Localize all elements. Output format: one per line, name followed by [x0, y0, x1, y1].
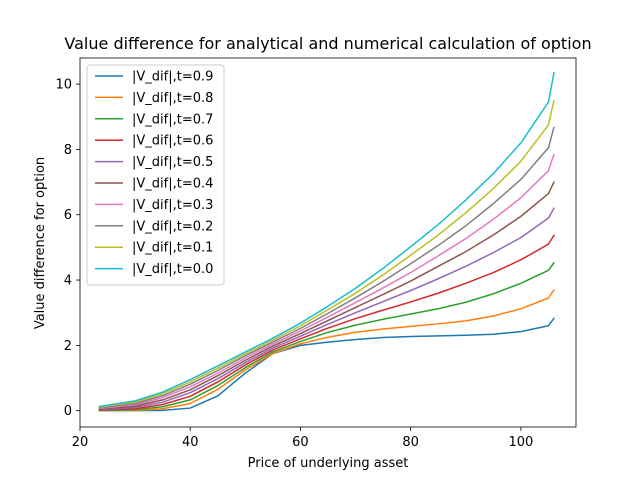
y-tick-label: 8: [64, 143, 72, 158]
y-tick-label: 4: [64, 274, 72, 289]
legend-label-2: |V_dif|,t=0.7: [132, 112, 213, 127]
series-line-5: [98, 181, 555, 410]
y-tick-label: 0: [64, 404, 72, 419]
x-axis-ticks: 20 40 60 80 100: [72, 427, 533, 450]
y-tick-label: 2: [64, 339, 72, 354]
legend-label-3: |V_dif|,t=0.6: [132, 134, 213, 149]
x-tick-label: 20: [72, 435, 89, 450]
legend-label-4: |V_dif|,t=0.5: [132, 155, 213, 170]
series-line-4: [98, 207, 555, 411]
x-tick-label: 40: [182, 435, 199, 450]
legend-label-9: |V_dif|,t=0.0: [132, 262, 213, 277]
plot-frame: [79, 57, 577, 428]
y-axis-ticks: 0 2 4 6 8 10: [55, 78, 80, 419]
legend-label-5: |V_dif|,t=0.4: [132, 177, 213, 192]
x-tick-label: 100: [508, 435, 533, 450]
series-line-9: [98, 71, 555, 408]
series-line-6: [98, 153, 555, 410]
legend-label-6: |V_dif|,t=0.3: [132, 198, 213, 213]
legend-label-0: |V_dif|,t=0.9: [132, 70, 213, 85]
series-line-1: [98, 289, 555, 412]
y-tick-label: 10: [55, 78, 72, 93]
legend-label-1: |V_dif|,t=0.8: [132, 91, 213, 106]
x-tick-label: 80: [402, 435, 419, 450]
chart-title: Value difference for analytical and nume…: [64, 34, 591, 53]
legend-label-8: |V_dif|,t=0.1: [132, 241, 213, 256]
x-tick-label: 60: [292, 435, 309, 450]
y-tick-label: 6: [64, 208, 72, 223]
series-line-8: [98, 99, 555, 408]
x-axis-label: Price of underlying asset: [248, 456, 409, 471]
series-line-3: [98, 234, 555, 411]
plot-lines: [98, 71, 555, 412]
series-line-0: [98, 317, 555, 412]
y-axis-label: Value difference for option: [33, 157, 48, 329]
series-line-2: [98, 262, 555, 412]
legend-label-7: |V_dif|,t=0.2: [132, 219, 213, 234]
legend: |V_dif|,t=0.9 |V_dif|,t=0.8 |V_dif|,t=0.7 |…: [86, 64, 225, 286]
legend-box: [86, 64, 225, 286]
series-line-7: [98, 126, 555, 409]
